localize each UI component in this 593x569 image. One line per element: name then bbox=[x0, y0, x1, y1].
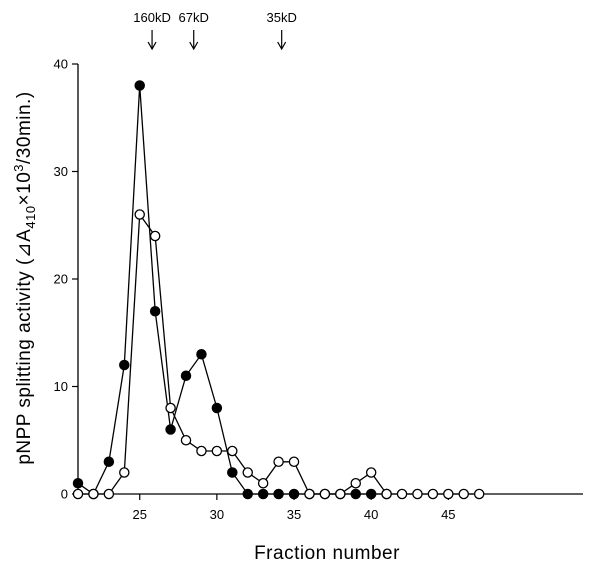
data-point bbox=[211, 402, 223, 414]
data-point bbox=[119, 467, 130, 478]
data-point bbox=[350, 488, 361, 500]
marker-arrow-head bbox=[277, 41, 287, 51]
data-point bbox=[335, 488, 346, 500]
series-filled bbox=[72, 80, 392, 500]
data-point bbox=[196, 445, 207, 457]
x-tick-label: 30 bbox=[210, 507, 224, 522]
data-point bbox=[319, 488, 331, 500]
marker-label: 67kD bbox=[179, 10, 209, 25]
x-tick-label: 45 bbox=[441, 507, 455, 522]
data-point bbox=[88, 488, 99, 500]
data-point bbox=[365, 488, 377, 500]
data-point bbox=[412, 488, 423, 500]
data-point bbox=[242, 488, 253, 500]
data-point bbox=[119, 359, 130, 371]
data-point bbox=[427, 488, 439, 500]
data-point bbox=[304, 488, 315, 500]
data-point bbox=[180, 370, 192, 381]
marker-label: 160kD bbox=[133, 10, 171, 25]
x-tick-label: 35 bbox=[287, 507, 301, 522]
data-point bbox=[257, 477, 269, 489]
y-axis-title: pNPP splitting activity (⊿A410×103/30min… bbox=[11, 91, 38, 464]
marker-arrow-head bbox=[147, 41, 157, 51]
y-axis-title-prefix: pNPP splitting activity ( bbox=[14, 258, 35, 465]
marker-label: 35kD bbox=[266, 10, 296, 25]
y-tick-label: 30 bbox=[54, 164, 68, 179]
data-point bbox=[227, 445, 238, 457]
data-point bbox=[473, 488, 485, 500]
y-axis-title-suffix: /30min.) bbox=[14, 91, 35, 164]
marker-arrow-head bbox=[189, 41, 199, 51]
data-point bbox=[443, 488, 454, 500]
x-tick-label: 40 bbox=[364, 507, 378, 522]
x-tick-label: 25 bbox=[132, 507, 146, 522]
data-point bbox=[165, 402, 176, 414]
y-axis-title-delta: ⊿A bbox=[14, 229, 35, 259]
y-axis-title-sub: 410 bbox=[23, 205, 38, 228]
series-line bbox=[77, 85, 387, 495]
data-point bbox=[134, 80, 145, 91]
series-group bbox=[72, 80, 485, 500]
data-point bbox=[350, 477, 361, 489]
series-line bbox=[78, 212, 480, 495]
data-point bbox=[103, 456, 115, 467]
y-tick-label: 0 bbox=[61, 487, 68, 502]
data-point bbox=[288, 488, 300, 500]
data-point bbox=[273, 456, 284, 467]
data-point bbox=[211, 445, 223, 457]
data-point bbox=[103, 488, 115, 500]
y-axis-title-times: ×10 bbox=[14, 172, 35, 206]
data-point bbox=[227, 467, 238, 478]
y-tick-label: 10 bbox=[54, 379, 68, 394]
data-point bbox=[273, 488, 284, 500]
annotations: 160kD 67kD 35kD bbox=[133, 10, 297, 51]
data-point bbox=[288, 456, 300, 467]
data-point bbox=[196, 348, 207, 360]
data-point bbox=[365, 467, 377, 478]
axes: 0 10 20 30 40 25 30 35 40 45 bbox=[54, 57, 583, 522]
data-point bbox=[381, 488, 392, 500]
data-point bbox=[72, 488, 84, 500]
data-point bbox=[134, 209, 145, 220]
data-point bbox=[165, 424, 176, 435]
data-point bbox=[149, 230, 161, 242]
y-axis-title-sup: 3 bbox=[11, 164, 26, 172]
data-point bbox=[180, 434, 192, 446]
y-tick-label: 20 bbox=[54, 272, 68, 287]
data-point bbox=[149, 305, 161, 317]
series-open bbox=[72, 209, 485, 500]
x-axis-title: Fraction number bbox=[254, 543, 400, 564]
data-point bbox=[242, 467, 253, 478]
data-point bbox=[396, 488, 408, 500]
data-point bbox=[72, 477, 84, 489]
data-point bbox=[458, 488, 469, 500]
y-tick-label: 40 bbox=[54, 57, 68, 72]
data-point bbox=[257, 488, 269, 500]
